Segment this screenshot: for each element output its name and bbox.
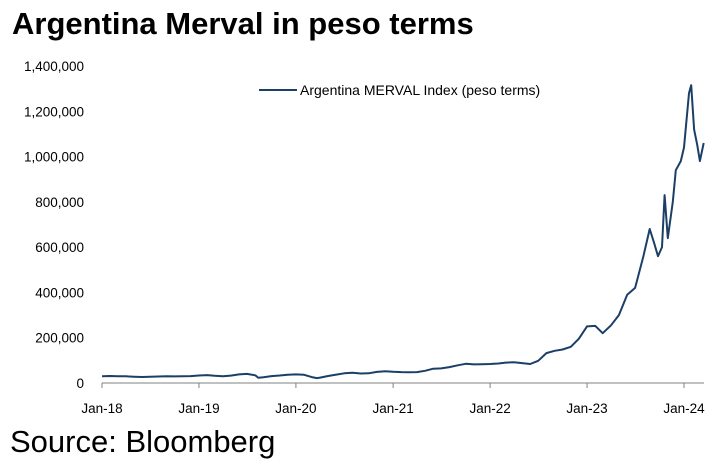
y-tick-label: 600,000 bbox=[35, 240, 84, 255]
series-group bbox=[101, 84, 705, 380]
y-tick-label: 1,000,000 bbox=[24, 150, 84, 165]
y-tick-label: 1,200,000 bbox=[24, 104, 84, 119]
y-tick-label: 400,000 bbox=[35, 285, 84, 300]
chart-title: Argentina Merval in peso terms bbox=[12, 6, 474, 41]
x-tick-label: Jan-23 bbox=[566, 401, 607, 416]
series-line bbox=[101, 84, 705, 380]
x-tick-label: Jan-21 bbox=[372, 401, 413, 416]
x-tick-label: Jan-20 bbox=[275, 401, 316, 416]
x-tick-label: Jan-22 bbox=[469, 401, 510, 416]
y-axis: 0 200,000 400,000 600,000 800,000 1,000,000 1,… bbox=[24, 59, 84, 391]
y-tick-label: 0 bbox=[76, 376, 84, 391]
y-tick-label: 200,000 bbox=[35, 331, 84, 346]
y-tick-label: 1,400,000 bbox=[24, 59, 84, 74]
x-axis: Jan-18 Jan-19 Jan-20 Jan-21 Jan-22 Jan-23 Jan-… bbox=[81, 382, 705, 416]
legend: Argentina MERVAL Index (peso terms) bbox=[259, 82, 540, 98]
y-tick-label: 800,000 bbox=[35, 195, 84, 210]
x-tick-label: Jan-24 bbox=[663, 401, 705, 416]
chart-source: Source: Bloomberg bbox=[10, 424, 276, 459]
x-tick-label: Jan-18 bbox=[81, 401, 122, 416]
x-tick-label: Jan-19 bbox=[178, 401, 219, 416]
legend-label: Argentina MERVAL Index (peso terms) bbox=[300, 82, 540, 98]
